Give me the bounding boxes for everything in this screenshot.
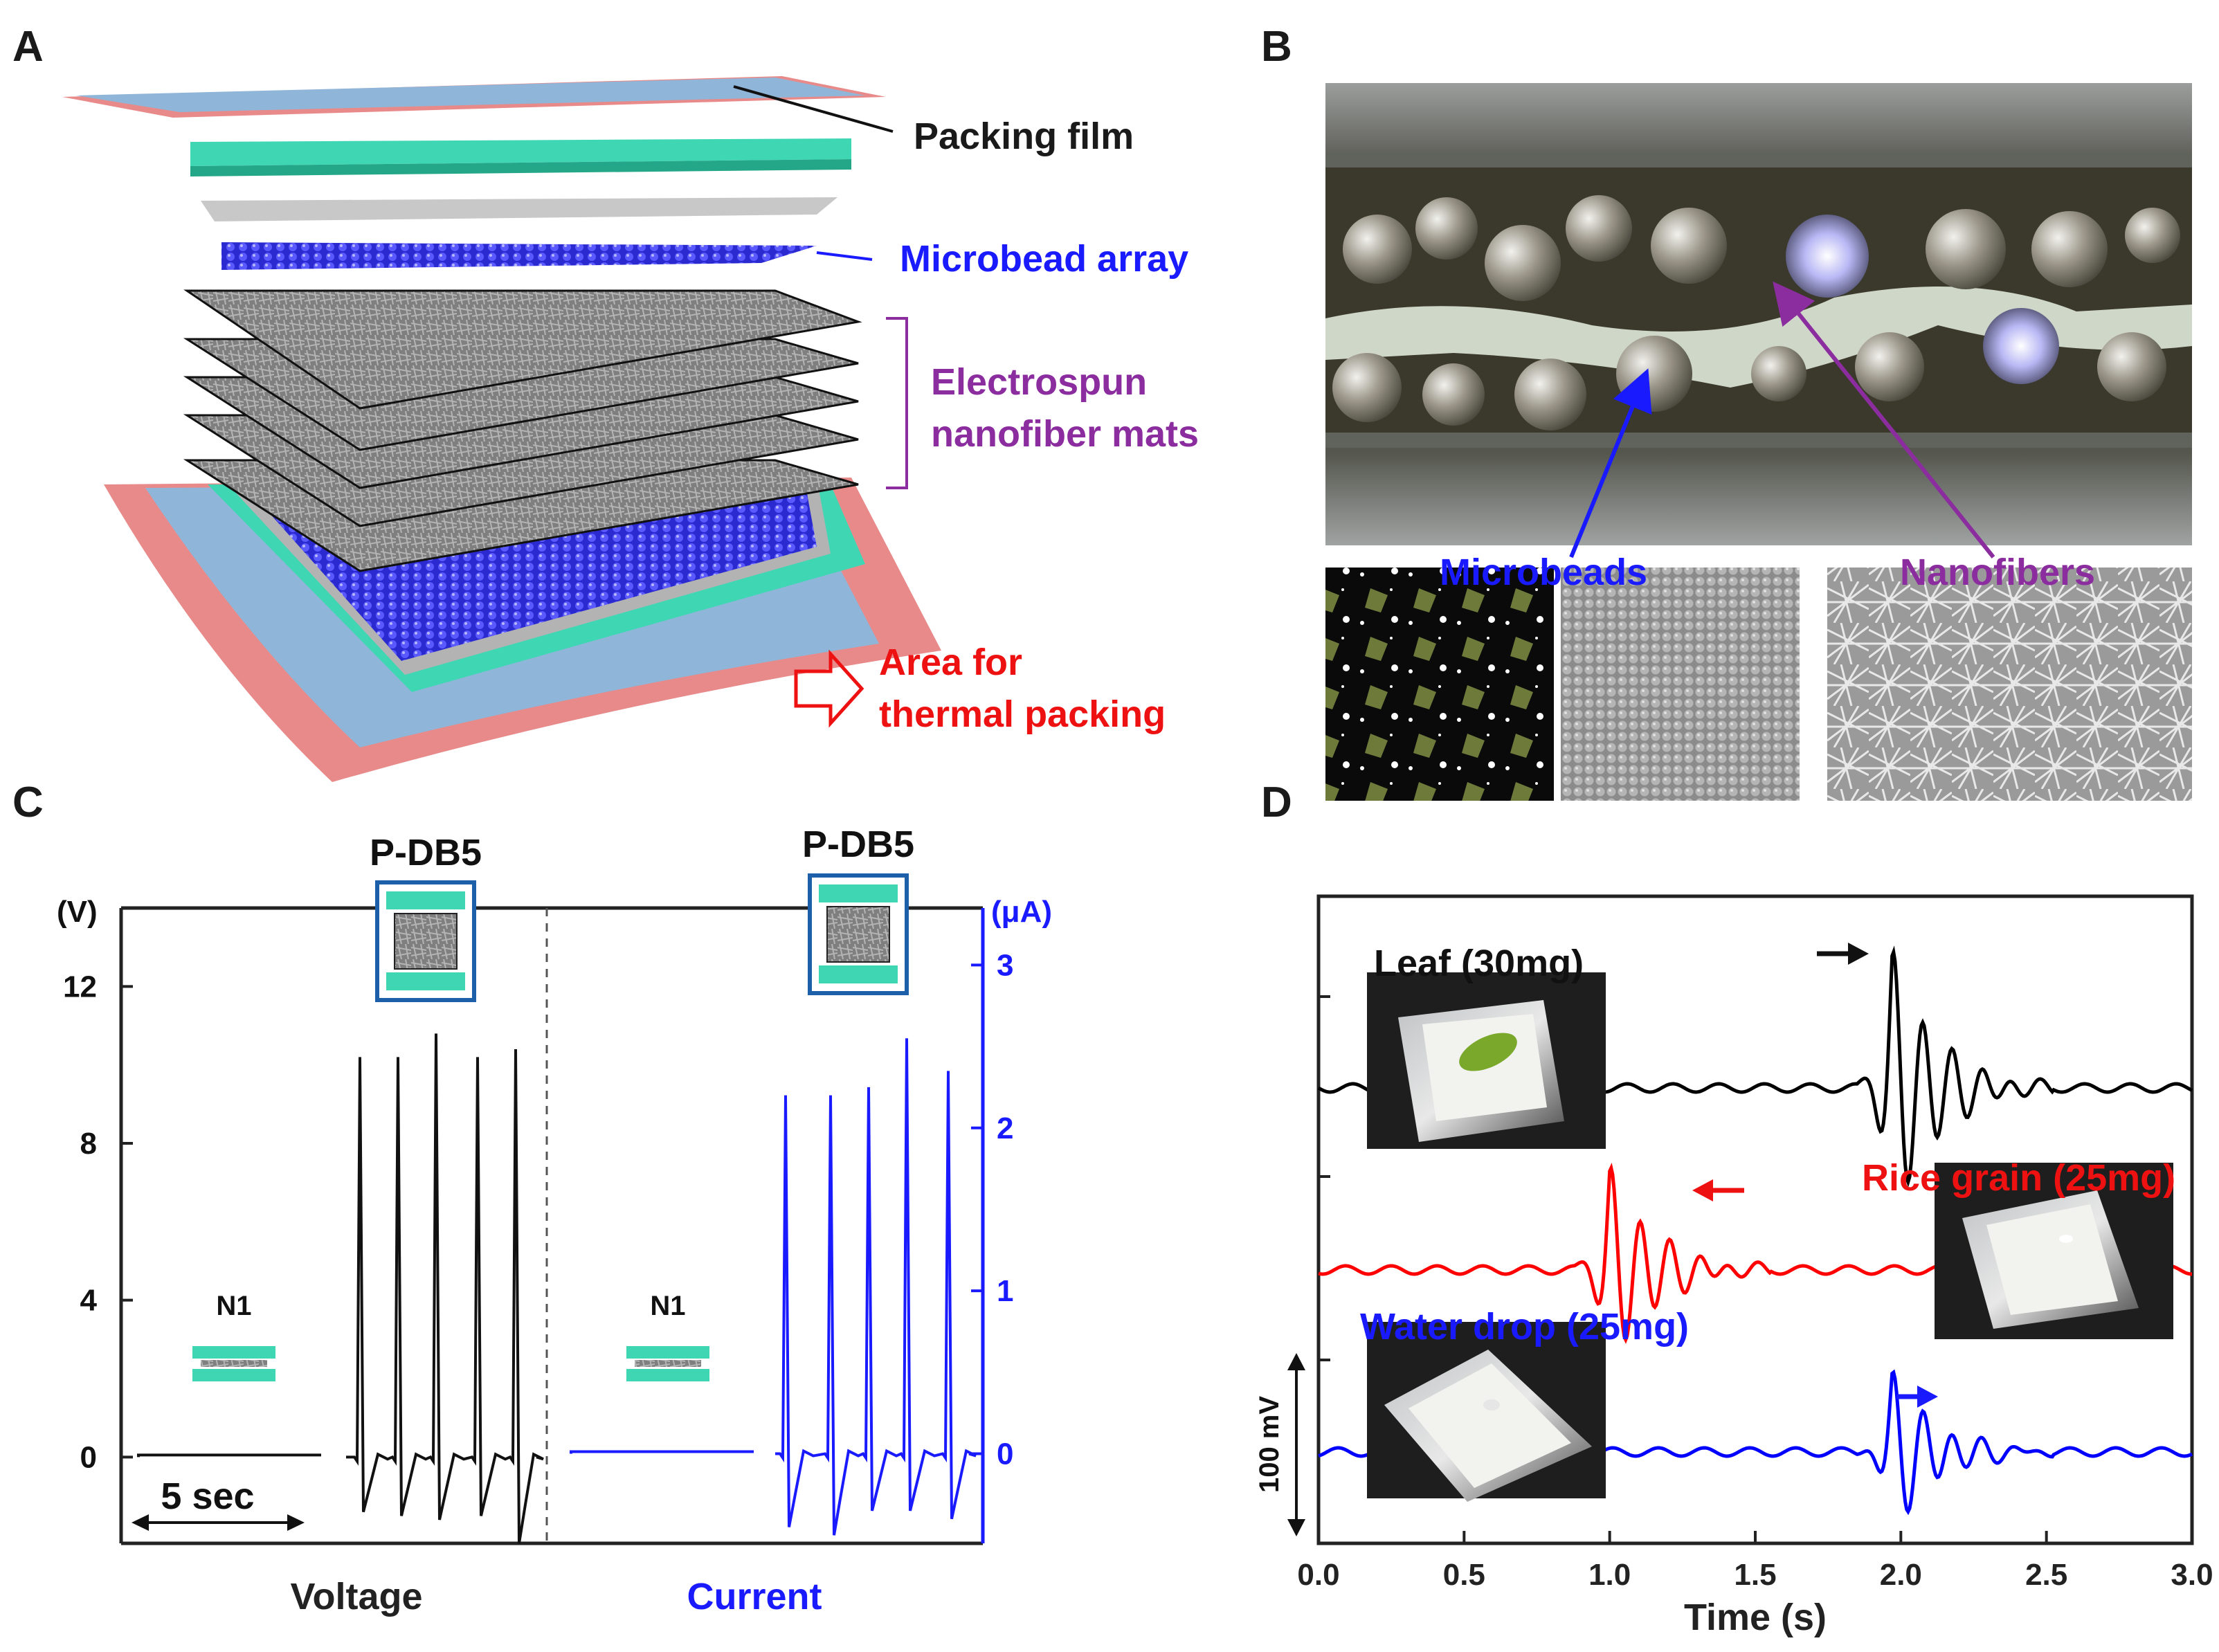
left-unit-label: (V) — [57, 895, 98, 929]
panel-d: D 0.0 0.5 1.0 1.5 2.0 2.5 3.0 Leaf (30mg) Rice… — [1254, 779, 2213, 1638]
time-scale-bar — [132, 1514, 305, 1531]
microbead-micrograph-dark — [1325, 568, 1554, 801]
thermal-arrow-icon — [794, 649, 864, 728]
current-label: Current — [687, 1576, 822, 1617]
nanofiber-micrograph — [1827, 568, 2192, 801]
panel-a-label: A — [12, 23, 44, 71]
nanofiber-mats — [183, 289, 862, 572]
x-tick-label: 1.0 — [1588, 1558, 1631, 1592]
nanofiber-label-line2: nanofiber mats — [931, 413, 1199, 455]
leaf-label: Leaf (30mg) — [1374, 943, 1584, 984]
y-tick-label-left: 4 — [80, 1284, 98, 1318]
panel-b-label: B — [1261, 23, 1292, 71]
voltage-scale-bar — [1287, 1353, 1305, 1536]
microbeads-label: Microbeads — [1440, 552, 1647, 593]
nanofiber-label-line1: Electrospun — [931, 361, 1147, 403]
y-tick-label-right: 3 — [997, 948, 1013, 982]
panel-c-label: C — [12, 779, 44, 826]
x-tick-label: 1.5 — [1734, 1558, 1776, 1592]
device-icon-voltage — [375, 880, 476, 1002]
cross-section-photo — [1325, 83, 2192, 545]
x-tick-label: 2.5 — [2025, 1558, 2067, 1592]
voltage-scale-label: 100 mV — [1254, 1396, 1285, 1493]
water-photo — [1367, 1322, 1606, 1502]
arrow-left-icon — [1692, 1179, 1744, 1201]
microbead-array-layer — [221, 242, 817, 270]
chart-c-right-ticks: 0 1 2 3 — [971, 948, 1013, 1471]
rice-label: Rice grain (25mg) — [1862, 1157, 2175, 1199]
top-packing-film — [62, 76, 886, 118]
voltage-label: Voltage — [290, 1576, 422, 1617]
microbeads-arrow — [1569, 368, 1652, 559]
arrow-right-icon — [1817, 943, 1869, 965]
x-tick-label: 0.0 — [1297, 1558, 1339, 1592]
device-p-label-voltage: P-DB5 — [370, 832, 482, 873]
arrow-right-blue-icon — [1896, 1386, 1938, 1408]
series-n1-current — [570, 1450, 754, 1454]
water-label: Water drop (25mg) — [1360, 1306, 1689, 1347]
leaf-photo — [1367, 972, 1606, 1149]
packing-film-leader — [733, 85, 894, 133]
panel-d-label: D — [1261, 779, 1292, 826]
chart-c-series — [137, 1033, 977, 1544]
y-tick-label-left: 12 — [63, 970, 97, 1004]
n1-icon-current — [626, 1346, 709, 1381]
microbead-array-leader — [816, 251, 873, 261]
microbead-array-label: Microbead array — [900, 238, 1188, 280]
y-tick-label-right: 1 — [997, 1274, 1013, 1308]
x-tick-label: 0.5 — [1443, 1558, 1485, 1592]
x-tick-label: 2.0 — [1880, 1558, 1922, 1592]
right-unit-label: (μA) — [991, 895, 1052, 929]
time-scale-label: 5 sec — [161, 1476, 254, 1517]
thermal-label-line2: thermal packing — [879, 693, 1166, 735]
top-teal-layer — [190, 138, 851, 176]
n1-label-voltage: N1 — [216, 1291, 251, 1321]
chart-d-xlabel: Time (s) — [1684, 1597, 1827, 1638]
chart-c-left-ticks: 0 4 8 12 — [63, 970, 133, 1474]
chart-d-x-ticks: 0.0 0.5 1.0 1.5 2.0 2.5 3.0 — [1297, 1531, 2213, 1592]
thermal-label-line1: Area for — [879, 642, 1022, 683]
x-tick-label: 3.0 — [2171, 1558, 2213, 1592]
chart-d-left-ticks — [1319, 995, 1330, 1361]
series-n1-voltage — [137, 1453, 321, 1458]
y-tick-label-right: 2 — [997, 1111, 1013, 1145]
gray-film-layer — [201, 197, 837, 221]
rice-photo — [1935, 1163, 2173, 1339]
panel-a: A — [12, 23, 1199, 782]
series-pdb5-current — [775, 1038, 977, 1536]
microbead-micrograph — [1561, 568, 1800, 801]
device-icon-current — [808, 873, 909, 995]
nanofiber-bracket — [886, 317, 908, 489]
series-pdb5-voltage — [346, 1033, 544, 1544]
panel-b: B M — [1261, 23, 2192, 801]
n1-label-current: N1 — [650, 1291, 685, 1321]
device-p-label-current: P-DB5 — [802, 824, 914, 865]
packing-film-label: Packing film — [914, 116, 1134, 157]
y-tick-label-left: 0 — [80, 1440, 97, 1474]
nanofibers-arrow — [1773, 281, 1995, 559]
y-tick-label-left: 8 — [80, 1127, 97, 1161]
nanofibers-label: Nanofibers — [1900, 552, 2095, 593]
y-tick-label-right: 0 — [997, 1437, 1013, 1471]
n1-icon-voltage — [192, 1346, 275, 1381]
